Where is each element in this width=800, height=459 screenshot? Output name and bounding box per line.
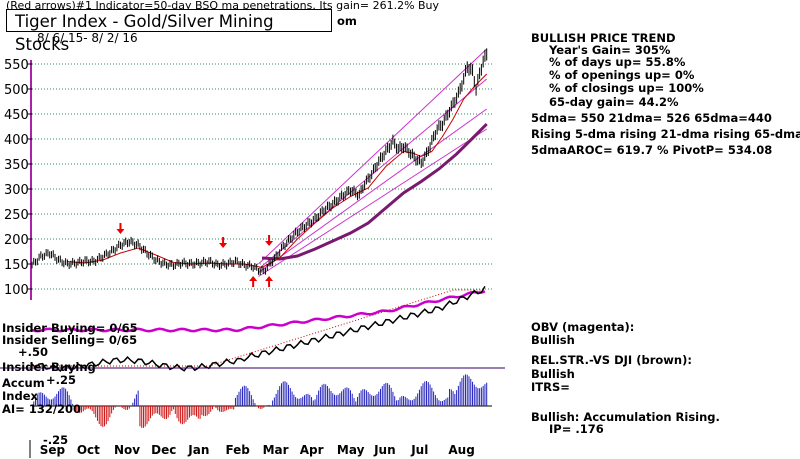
ma65-line [261,122,488,261]
month-label-Jul: Jul [410,443,428,457]
stat-65day-gain: 65-day gain= 44.2% [549,95,679,109]
relstr-status: Bullish [531,367,575,381]
month-label-Dec: Dec [151,443,176,457]
relstr-label: REL.STR.-VS DJI (brown): [531,353,692,367]
date-range: 8/ 6/ 15- 8/ 2/ 16 [37,31,138,45]
month-label-May: May [337,443,365,457]
acc-tick-plus25: +.25 [46,373,77,387]
price-y-ticks: 550 500 450 400 350 300 250 200 150 100 [4,58,32,298]
obv-status: Bullish [531,333,575,347]
y-tick-label: 100 [4,283,29,298]
ma-rising: Rising 5-dma rising 21-dma rising 65-dma [531,127,800,141]
channel-line-2 [258,108,487,273]
stat-days-up: % of days up= 55.8% [549,55,686,69]
acc-tick-minus25: -.25 [43,433,69,447]
ai-value: AI= 132/200 [2,402,82,416]
month-label-Nov: Nov [114,443,140,457]
sell-arrow [265,235,274,246]
sell-arrow [116,223,125,234]
month-label-Apr: Apr [300,443,324,457]
acc-tick-plus50: +.50 [18,345,49,359]
accumulation-index-panel [29,374,492,458]
buy-arrow [265,276,274,287]
y-tick-label: 500 [4,83,29,98]
obv-label: OBV (magenta): [531,320,635,334]
insider-buying-2: Insider Buying [2,360,96,374]
month-label-Feb: Feb [225,443,250,457]
trend-channel-lines [258,48,488,277]
header-top-line: (Red arrows)#1 Indicator=50-day BSQ ma p… [6,0,440,12]
y-tick-label: 350 [4,158,29,173]
ip-value: IP= .176 [549,422,604,436]
buy-arrow [249,276,258,287]
sell-arrow [219,237,228,248]
obv-relstr-panel [0,286,505,372]
price-series [31,48,488,275]
stat-years-gain: Year's Gain= 305% [549,43,671,57]
month-label-Jan: Jan [187,443,209,457]
insider-buying: Insider Buying= 0/65 [2,321,138,335]
relstr-ma-line [32,289,485,367]
y-tick-label: 150 [4,258,29,273]
month-label-Sep: Sep [40,443,66,457]
accum-status: Bullish: Accumulation Rising. [531,410,720,424]
accum-label: Accum [2,376,45,390]
stat-openings-up: % of openings up= 0% [549,68,695,82]
month-label-Aug: Aug [448,443,474,457]
month-label-Jun: Jun [373,443,396,457]
stat-closings-up: % of closings up= 100% [549,81,704,95]
y-tick-label: 550 [4,58,29,73]
ma21-line [67,73,488,269]
obv-line [31,290,486,333]
y-tick-label: 250 [4,208,29,223]
month-label-Oct: Oct [77,443,100,457]
channel-line-0 [258,78,488,270]
aroc-pivot: 5dmaAROC= 619.7 % PivotP= 534.08 [531,143,773,157]
trend-title: BULLISH PRICE TREND [531,31,676,45]
y-tick-label: 300 [4,183,29,198]
header-url-fragment: om [337,14,357,28]
month-axis: Sep Oct Nov Dec Jan Feb Mar Apr May Jun Jul Aug [40,443,475,457]
signal-arrows [116,223,274,287]
channel-line-3 [258,128,487,277]
y-tick-label: 200 [4,233,29,248]
channel-line-1 [258,48,488,265]
chart-title: Tiger Index - Gold/Silver Mining Stocks [6,9,332,54]
y-tick-label: 450 [4,108,29,123]
y-tick-label: 400 [4,133,29,148]
index-label: Index [2,389,38,403]
insider-selling: Insider Selling= 0/65 [2,333,138,347]
itrs: ITRS= [531,380,570,394]
relstr-line [31,286,486,372]
ma-values: 5dma= 550 21dma= 526 65dma=440 [531,111,772,125]
month-label-Mar: Mar [263,443,289,457]
